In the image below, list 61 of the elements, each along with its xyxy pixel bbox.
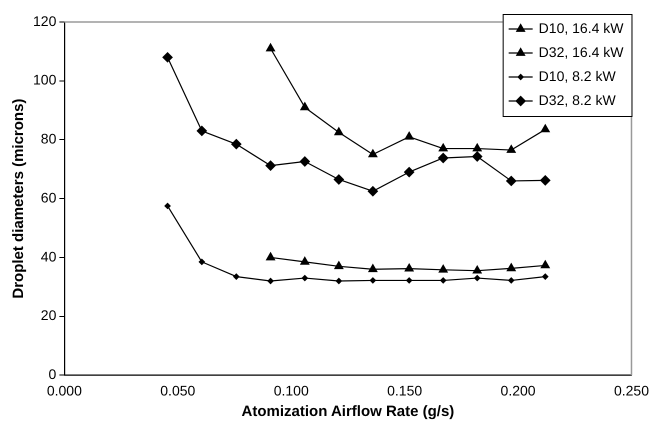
y-tick-label: 120 bbox=[33, 12, 57, 29]
point bbox=[334, 127, 344, 136]
y-tick-label: 0 bbox=[48, 366, 57, 382]
point bbox=[370, 277, 376, 284]
legend-label: D32, 16.4 kW bbox=[538, 44, 624, 60]
x-tick-label: 0.250 bbox=[614, 382, 650, 398]
point bbox=[474, 274, 480, 282]
x-tick-label: 0.100 bbox=[274, 382, 309, 398]
point bbox=[438, 143, 448, 152]
point bbox=[266, 43, 276, 52]
y-tick-label: 80 bbox=[40, 130, 57, 147]
point bbox=[266, 252, 276, 260]
point bbox=[302, 274, 308, 282]
y-tick-label: 100 bbox=[33, 72, 57, 88]
legend-label: D10, 8.2 kW bbox=[538, 68, 616, 84]
point bbox=[196, 126, 207, 136]
point bbox=[404, 167, 414, 178]
point bbox=[300, 102, 310, 110]
point bbox=[265, 160, 276, 171]
point bbox=[540, 175, 550, 186]
y-tick-label: 20 bbox=[40, 307, 57, 324]
point bbox=[506, 176, 516, 186]
point bbox=[404, 264, 414, 272]
y-axis-title: Droplet diameters (microns) bbox=[10, 98, 28, 299]
x-tick-label: 0.000 bbox=[46, 382, 82, 398]
y-tick-label: 60 bbox=[40, 189, 57, 206]
point bbox=[404, 132, 414, 140]
point bbox=[162, 52, 173, 62]
point bbox=[368, 186, 378, 196]
point bbox=[540, 124, 550, 132]
point bbox=[542, 274, 548, 280]
point bbox=[231, 139, 242, 150]
point bbox=[472, 143, 482, 152]
x-tick-label: 0.200 bbox=[500, 382, 536, 398]
point bbox=[508, 277, 514, 284]
point bbox=[438, 264, 448, 273]
y-tick-label: 40 bbox=[40, 248, 57, 264]
point bbox=[540, 260, 550, 268]
x-tick-label: 0.150 bbox=[387, 382, 422, 398]
point bbox=[440, 277, 446, 284]
legend-label: D10, 16.4 kW bbox=[538, 20, 624, 36]
point bbox=[506, 263, 516, 272]
point bbox=[334, 261, 344, 270]
point bbox=[472, 266, 482, 274]
legend-label: D32, 8.2 kW bbox=[538, 92, 616, 108]
point bbox=[472, 151, 482, 162]
point bbox=[267, 278, 274, 284]
point bbox=[406, 277, 412, 284]
x-axis-title: Atomization Airflow Rate (g/s) bbox=[242, 403, 454, 420]
point bbox=[300, 256, 310, 265]
point bbox=[368, 149, 378, 158]
point bbox=[334, 174, 344, 185]
point bbox=[300, 156, 310, 167]
point bbox=[233, 274, 240, 280]
point bbox=[438, 152, 448, 164]
point bbox=[506, 144, 516, 153]
point bbox=[368, 264, 378, 272]
point bbox=[336, 278, 342, 284]
point bbox=[198, 258, 205, 265]
point bbox=[164, 202, 171, 210]
x-tick-label: 0.050 bbox=[160, 382, 196, 398]
